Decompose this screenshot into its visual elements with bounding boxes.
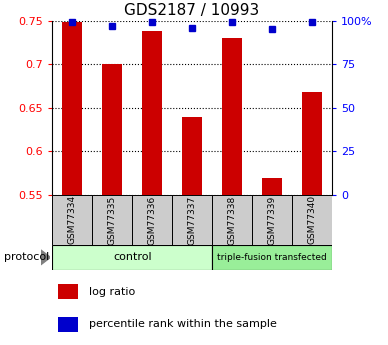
Bar xyxy=(132,195,172,245)
Bar xyxy=(212,245,332,270)
Bar xyxy=(52,195,92,245)
Text: control: control xyxy=(113,253,151,262)
Text: GSM77336: GSM77336 xyxy=(148,195,157,245)
Bar xyxy=(58,316,78,332)
Bar xyxy=(58,284,78,299)
Text: GSM77335: GSM77335 xyxy=(108,195,117,245)
Text: GSM77334: GSM77334 xyxy=(68,195,77,245)
Text: GSM77339: GSM77339 xyxy=(267,195,276,245)
Bar xyxy=(262,178,282,195)
Text: triple-fusion transfected: triple-fusion transfected xyxy=(217,253,327,262)
Bar xyxy=(52,245,212,270)
Bar xyxy=(292,195,332,245)
Text: GSM77338: GSM77338 xyxy=(227,195,236,245)
Bar xyxy=(92,195,132,245)
Bar xyxy=(212,195,252,245)
Bar xyxy=(142,31,162,195)
Bar xyxy=(182,117,202,195)
Polygon shape xyxy=(41,250,50,265)
Bar xyxy=(172,195,212,245)
Text: GSM77340: GSM77340 xyxy=(307,195,316,245)
Text: GSM77337: GSM77337 xyxy=(187,195,197,245)
Bar xyxy=(222,38,242,195)
Bar xyxy=(62,22,82,195)
Bar xyxy=(302,92,322,195)
Title: GDS2187 / 10993: GDS2187 / 10993 xyxy=(125,3,260,18)
Bar xyxy=(102,64,122,195)
Text: log ratio: log ratio xyxy=(89,287,135,297)
Bar xyxy=(252,195,292,245)
Text: percentile rank within the sample: percentile rank within the sample xyxy=(89,319,277,329)
Text: protocol: protocol xyxy=(4,253,49,262)
